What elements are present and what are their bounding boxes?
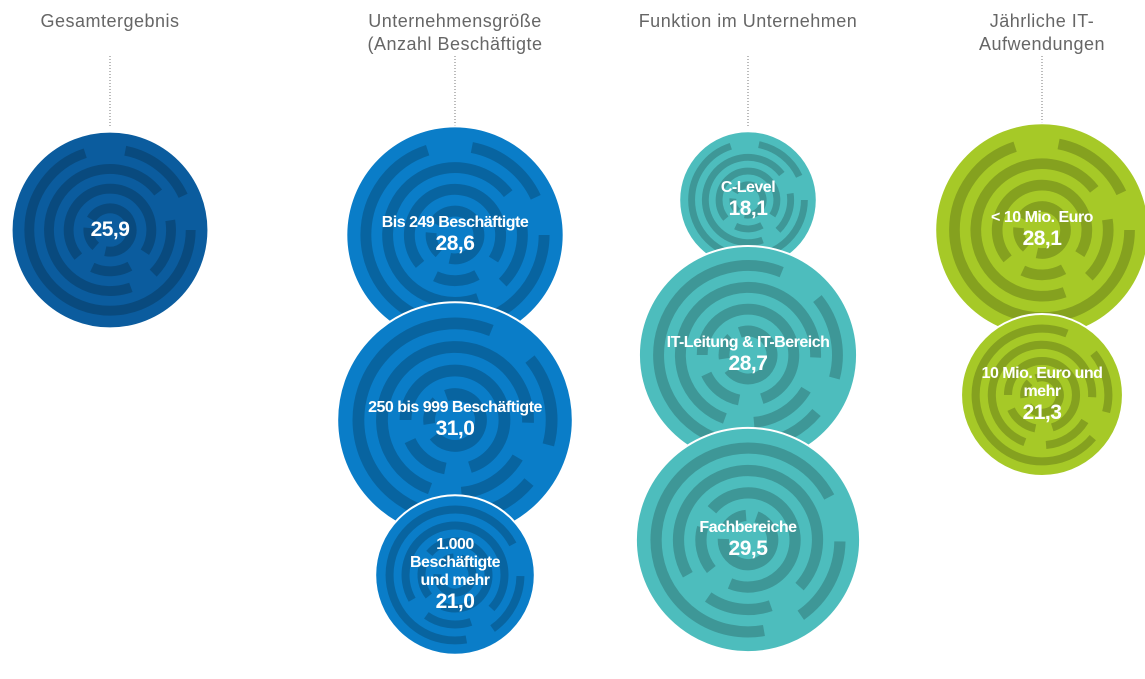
category-label: 1.000 Beschäftigte und mehr [409, 536, 501, 589]
maze-ring [24, 144, 196, 316]
maze-ring [672, 464, 824, 616]
maze-ring [403, 183, 507, 287]
bubble [960, 313, 1124, 477]
maze-ring [83, 203, 137, 257]
value-label: 31,0 [435, 417, 475, 440]
value-label: 28,7 [728, 352, 768, 375]
maze-ring [376, 341, 534, 499]
bubble-label: 1.000 Beschäftigte und mehr 21,0 [395, 536, 515, 614]
value-label: 21,3 [1022, 401, 1062, 424]
bubble-label: C-Level 18,1 [696, 179, 799, 221]
maze-ring [1003, 356, 1081, 434]
category-label: 10 Mio. Euro und mehr [981, 365, 1103, 400]
bubble [10, 130, 210, 330]
maze-ring [696, 303, 800, 407]
category-label: IT-Leitung & IT-Bereich [666, 334, 830, 351]
bubble-label: < 10 Mio. Euro 28,1 [962, 209, 1122, 251]
value-label: 28,1 [1022, 227, 1062, 250]
bubble-label: IT-Leitung & IT-Bereich 28,7 [666, 334, 830, 376]
maze-ring [399, 364, 511, 476]
maze-ring [63, 183, 157, 277]
value-label: 21,0 [435, 590, 475, 613]
maze-ring [718, 325, 778, 385]
maze-ring [650, 442, 846, 638]
bubble-label: 10 Mio. Euro und mehr 21,3 [981, 365, 1103, 425]
maze-ring [970, 158, 1114, 302]
category-label: < 10 Mio. Euro [991, 209, 1093, 226]
maze-ring [417, 537, 493, 613]
maze-ring [352, 317, 558, 523]
maze-ring [433, 553, 477, 597]
bubble [634, 426, 862, 654]
maze-ring [717, 509, 779, 571]
group-title: Unternehmensgröße (Anzahl Beschäftigte [367, 11, 543, 54]
bubble-label: 250 bis 999 Beschäftigte 31,0 [367, 399, 544, 441]
maze-ring [695, 487, 801, 593]
bubble-label: Bis 249 Beschäftigte 28,6 [373, 214, 536, 256]
maze-ring [653, 260, 843, 450]
maze-ring [991, 179, 1093, 281]
category-label: Bis 249 Beschäftigte [381, 214, 529, 231]
maze-ring [401, 521, 509, 629]
category-label: 250 bis 999 Beschäftigte [368, 399, 542, 416]
maze-ring [44, 164, 176, 296]
maze-ring [701, 153, 795, 247]
bubble [374, 494, 536, 656]
maze-ring [987, 340, 1097, 450]
value-label: 28,6 [435, 232, 475, 255]
group-title: Gesamtergebnis [40, 11, 180, 31]
maze-ring [423, 388, 487, 452]
category-label: C-Level [720, 179, 776, 196]
value-label: 18,1 [728, 197, 768, 220]
bubble-label: 25,9 [36, 218, 184, 242]
group-title: Jährliche IT-Aufwendungen [978, 11, 1106, 54]
value-label: 25,9 [90, 218, 130, 241]
maze-ring [385, 505, 525, 645]
maze-ring [715, 167, 781, 233]
maze-ring [382, 162, 528, 308]
group-title: Funktion im Unternehmen [638, 11, 858, 31]
value-label: 29,5 [728, 537, 768, 560]
bubble-label: Fachbereiche 29,5 [664, 519, 832, 561]
maze-ring [674, 281, 822, 429]
category-label: Fachbereiche [699, 519, 797, 536]
